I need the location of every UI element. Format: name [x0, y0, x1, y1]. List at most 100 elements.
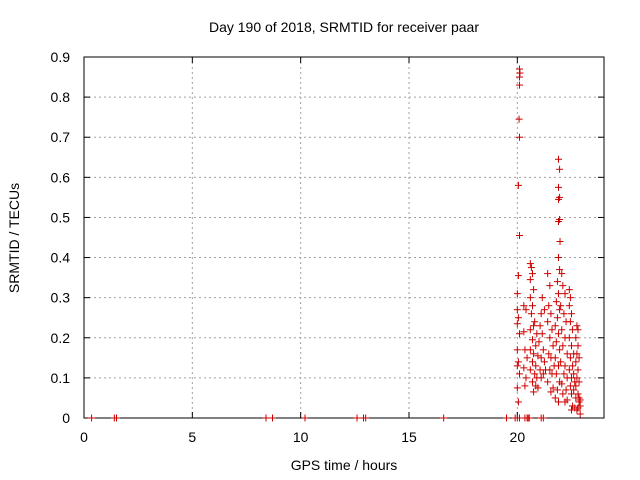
data-point [539, 414, 547, 422]
y-tick-label: 0.7 [51, 129, 71, 145]
x-tick-label: 5 [188, 429, 196, 445]
data-point [572, 382, 580, 390]
data-point [568, 390, 575, 398]
data-point [516, 81, 523, 89]
data-point [547, 310, 555, 318]
data-point [559, 342, 567, 350]
data-point [513, 290, 521, 298]
data-point [575, 378, 583, 386]
data-points [88, 65, 584, 422]
data-point [520, 302, 528, 310]
data-point [565, 302, 573, 310]
data-point [555, 155, 562, 163]
data-point [530, 350, 538, 358]
data-point [575, 354, 583, 362]
data-point [537, 310, 545, 318]
data-point [516, 69, 524, 77]
data-point [113, 414, 120, 422]
data-point [526, 326, 534, 334]
data-point [566, 294, 574, 302]
data-point [558, 270, 566, 278]
data-point [516, 231, 523, 239]
data-point [552, 298, 560, 306]
data-point [513, 362, 521, 370]
data-point [555, 290, 562, 298]
x-tick-label: 0 [80, 429, 88, 445]
data-point [566, 354, 574, 362]
y-tick-label: 0.5 [51, 209, 71, 225]
y-tick-label: 0.8 [51, 89, 71, 105]
plot-frame [83, 56, 605, 419]
data-point [555, 183, 562, 191]
data-point [561, 362, 569, 370]
y-tick-label: 0.4 [51, 250, 71, 266]
data-point [552, 338, 560, 346]
y-tick-label: 0.6 [51, 169, 71, 185]
data-point [536, 322, 544, 330]
data-point [514, 398, 522, 406]
data-point [526, 276, 534, 284]
data-point [529, 358, 536, 366]
data-point [547, 388, 555, 396]
data-point [539, 370, 547, 378]
data-point [565, 334, 573, 342]
data-point [545, 302, 553, 310]
data-point [513, 320, 521, 328]
data-point [561, 290, 569, 298]
data-point [537, 354, 545, 362]
data-point [544, 378, 552, 386]
tick-labels: 0 0.1 0.2 0.3 0.4 0.5 0.6 0.7 0.8 0.9 0 5 10 15 20 [51, 49, 526, 445]
data-point [301, 414, 309, 422]
data-point [556, 346, 564, 354]
data-point [557, 358, 565, 366]
data-point [553, 278, 561, 286]
data-point [562, 386, 570, 394]
data-point [525, 414, 533, 422]
data-point [514, 358, 522, 366]
data-point [555, 362, 562, 370]
data-point [529, 378, 536, 386]
data-point [560, 310, 568, 318]
data-point [513, 384, 521, 392]
data-point [527, 264, 535, 272]
data-point [546, 282, 554, 290]
data-point [535, 338, 543, 346]
data-point [530, 322, 538, 330]
data-point [516, 330, 523, 338]
data-point [522, 374, 530, 382]
data-point [540, 306, 548, 314]
data-point [521, 382, 529, 390]
data-point [563, 350, 571, 358]
y-tick-label: 0.1 [51, 370, 71, 386]
data-point [523, 354, 531, 362]
data-point [556, 238, 564, 246]
y-tick-label: 0 [62, 410, 70, 426]
data-point [549, 384, 557, 392]
data-point [570, 370, 578, 378]
data-point [539, 346, 547, 354]
data-point [561, 398, 569, 406]
data-point [516, 133, 523, 141]
data-point [538, 294, 546, 302]
data-point [555, 254, 562, 262]
data-point [514, 314, 522, 322]
data-point [555, 217, 562, 225]
data-point [573, 374, 581, 382]
data-point [532, 342, 540, 350]
data-point [574, 390, 582, 398]
data-point [570, 386, 578, 394]
data-point [576, 410, 584, 418]
data-point [574, 326, 582, 334]
data-point [556, 306, 564, 314]
data-point [520, 328, 528, 336]
data-point [573, 406, 581, 414]
data-point [440, 414, 448, 422]
data-point [574, 366, 582, 374]
data-point [559, 282, 567, 290]
data-point [555, 330, 562, 338]
data-point [526, 260, 534, 268]
data-point [526, 294, 534, 302]
data-point [516, 370, 523, 378]
x-tick-label: 20 [510, 429, 526, 445]
